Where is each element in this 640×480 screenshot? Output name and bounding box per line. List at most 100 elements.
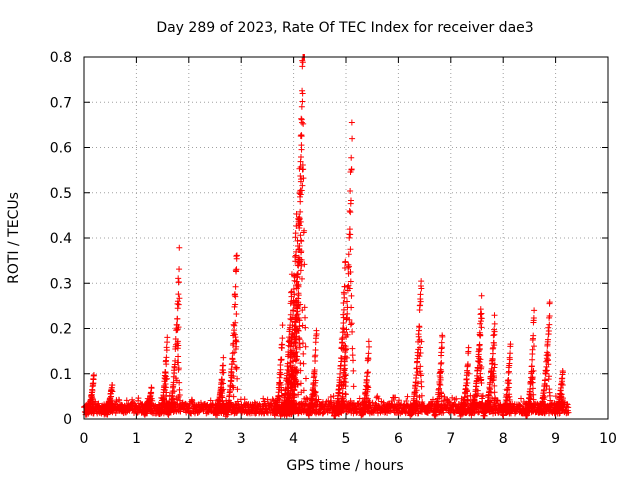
- data-point: [507, 341, 514, 348]
- data-point: [301, 227, 308, 234]
- y-tick-label: 0.2: [50, 322, 72, 338]
- data-point: [375, 395, 382, 402]
- data-point: [477, 331, 484, 338]
- data-point: [438, 344, 445, 351]
- data-point: [359, 411, 366, 418]
- data-point: [292, 319, 299, 326]
- data-point: [489, 350, 496, 357]
- data-point: [269, 396, 276, 403]
- plot-frame: [83, 56, 609, 420]
- data-point: [347, 197, 354, 204]
- data-point: [464, 369, 471, 376]
- data-point: [469, 409, 476, 416]
- x-tick-label: 4: [289, 431, 298, 447]
- data-point: [339, 325, 346, 332]
- data-point: [347, 209, 354, 216]
- data-point: [438, 368, 445, 375]
- data-point: [220, 362, 227, 369]
- data-point: [294, 311, 301, 318]
- data-point: [347, 268, 354, 275]
- data-point: [294, 305, 301, 312]
- data-point: [336, 389, 343, 396]
- data-point: [348, 119, 355, 126]
- data-point: [404, 393, 411, 400]
- data-point: [234, 386, 241, 393]
- data-point: [297, 380, 304, 387]
- data-point: [297, 191, 304, 198]
- data-point: [478, 292, 485, 299]
- data-point: [232, 301, 239, 308]
- data-point: [162, 384, 169, 391]
- x-tick-label: 10: [599, 431, 617, 447]
- data-point: [339, 390, 346, 397]
- data-point: [297, 237, 304, 244]
- data-point: [463, 380, 470, 387]
- data-point: [312, 357, 319, 364]
- y-tick-label: 0.1: [50, 367, 72, 383]
- data-point: [387, 408, 394, 415]
- data-point: [417, 349, 424, 356]
- data-point: [90, 372, 97, 379]
- data-point: [214, 412, 221, 419]
- data-point: [545, 328, 552, 335]
- data-point: [301, 304, 308, 311]
- data-point: [416, 344, 423, 351]
- data-point: [297, 360, 304, 367]
- data-point: [312, 352, 319, 359]
- data-point: [298, 275, 305, 282]
- data-point: [233, 310, 240, 317]
- data-point: [300, 387, 307, 394]
- data-point: [345, 251, 352, 258]
- data-point: [341, 294, 348, 301]
- data-point: [285, 367, 292, 374]
- data-point: [347, 231, 354, 238]
- data-point: [530, 343, 537, 350]
- data-point: [235, 405, 242, 412]
- data-point: [176, 295, 183, 302]
- data-point: [344, 298, 351, 305]
- data-point: [175, 301, 182, 308]
- data-point: [490, 368, 497, 375]
- data-point: [298, 146, 305, 153]
- data-point: [490, 332, 497, 339]
- data-point: [313, 330, 320, 337]
- data-point: [170, 379, 177, 386]
- data-point: [346, 226, 353, 233]
- data-point: [479, 399, 486, 406]
- data-point: [231, 322, 238, 329]
- data-point: [349, 352, 356, 359]
- data-point: [297, 172, 304, 179]
- data-point: [230, 358, 237, 365]
- data-point: [543, 382, 550, 389]
- data-point: [530, 396, 537, 403]
- data-point: [418, 278, 425, 285]
- data-point: [527, 385, 534, 392]
- data-point: [419, 405, 426, 412]
- data-point: [346, 285, 353, 292]
- data-point: [545, 324, 552, 331]
- data-point: [296, 317, 303, 324]
- data-point: [220, 380, 227, 387]
- data-point: [528, 363, 535, 370]
- data-point: [234, 375, 241, 382]
- data-point: [471, 406, 478, 413]
- data-point: [297, 232, 304, 239]
- data-point: [531, 307, 538, 314]
- data-point: [347, 278, 354, 285]
- data-point: [175, 278, 182, 285]
- data-point: [434, 403, 441, 410]
- data-point: [260, 395, 267, 402]
- data-point: [418, 285, 425, 292]
- data-point: [300, 175, 307, 182]
- data-point: [232, 293, 239, 300]
- data-point: [544, 336, 551, 343]
- chart-title: Day 289 of 2023, Rate Of TEC Index for r…: [156, 20, 533, 36]
- data-point: [109, 388, 116, 395]
- data-point: [364, 369, 371, 376]
- data-point: [290, 358, 297, 365]
- data-point: [564, 401, 571, 408]
- data-point: [341, 367, 348, 374]
- data-point: [292, 349, 299, 356]
- y-tick-label: 0.4: [50, 231, 72, 247]
- data-point: [233, 252, 240, 259]
